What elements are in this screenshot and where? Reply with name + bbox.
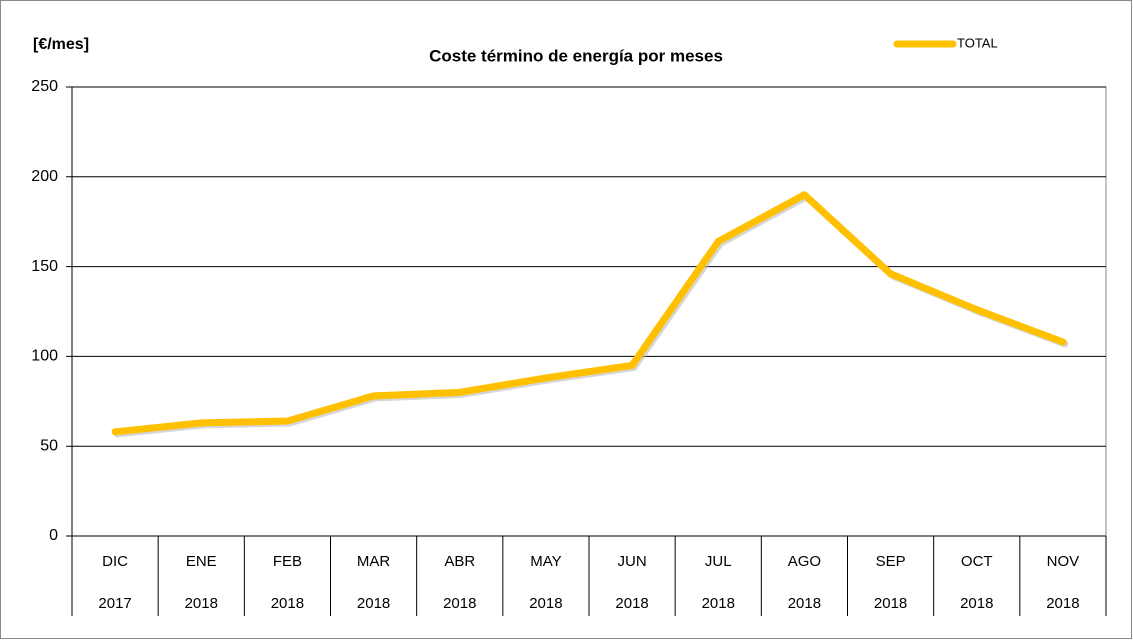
series-line xyxy=(111,191,1067,436)
x-tick-label: JUN xyxy=(617,553,646,570)
x-tick-year: 2018 xyxy=(357,595,390,612)
x-tick-label: OCT xyxy=(961,553,993,570)
x-tick-label: MAR xyxy=(357,553,391,570)
y-tick-label: 200 xyxy=(31,168,58,185)
x-tick-year: 2018 xyxy=(271,595,304,612)
legend-label: TOTAL xyxy=(957,35,998,50)
x-tick-label: SEP xyxy=(876,553,906,570)
y-tick-label: 50 xyxy=(40,437,58,454)
y-tick-label: 0 xyxy=(49,527,58,544)
x-tick-label: ABR xyxy=(444,553,475,570)
x-tick-year: 2018 xyxy=(1046,595,1079,612)
x-tick-year: 2018 xyxy=(702,595,735,612)
y-tick-label: 100 xyxy=(31,348,58,365)
x-tick-year: 2018 xyxy=(529,595,562,612)
x-tick-label: ENE xyxy=(186,553,217,570)
chart-title: Coste término de energía por meses xyxy=(429,46,723,65)
x-tick-year: 2018 xyxy=(788,595,821,612)
x-tick-year: 2018 xyxy=(615,595,648,612)
y-tick-label: 150 xyxy=(31,258,58,275)
x-tick-year: 2018 xyxy=(185,595,218,612)
y-tick-label: 250 xyxy=(31,78,58,95)
x-tick-year: 2018 xyxy=(960,595,993,612)
x-tick-year: 2018 xyxy=(874,595,907,612)
x-tick-year: 2018 xyxy=(443,595,476,612)
y-axis-label: [€/mes] xyxy=(33,36,89,53)
x-tick-label: NOV xyxy=(1047,553,1080,570)
x-tick-label: JUL xyxy=(705,553,732,570)
x-tick-label: MAY xyxy=(530,553,561,570)
x-tick-year: 2017 xyxy=(98,595,131,612)
x-tick-label: AGO xyxy=(788,553,821,570)
x-tick-label: FEB xyxy=(273,553,302,570)
x-tick-label: DIC xyxy=(102,553,128,570)
